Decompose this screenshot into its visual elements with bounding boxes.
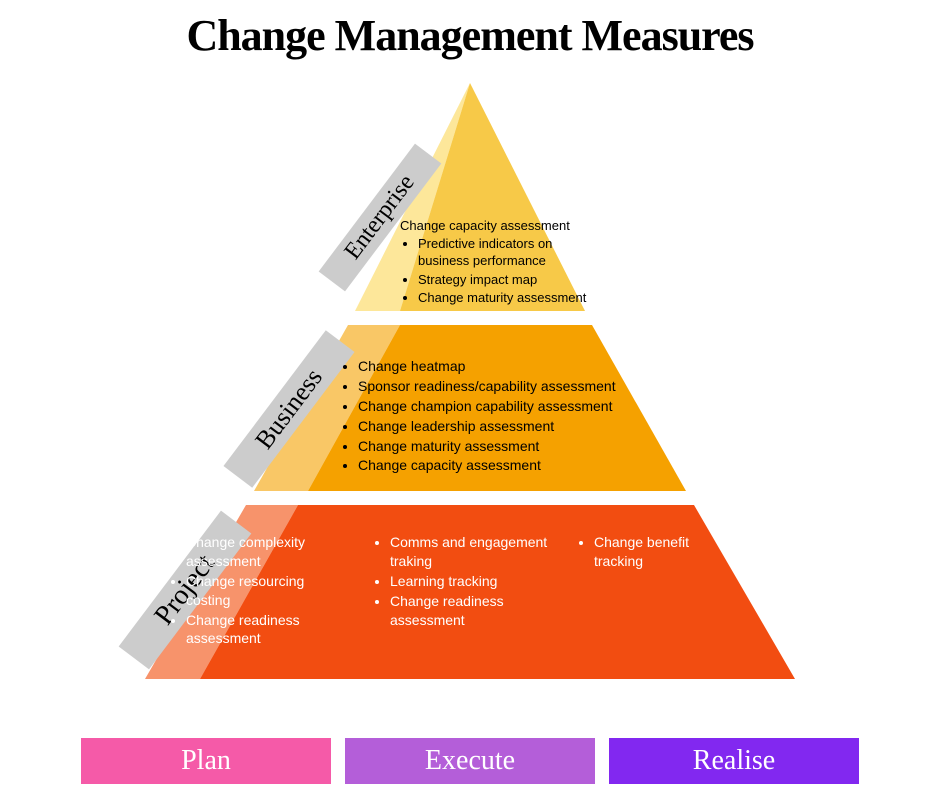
phase-plan: Plan	[81, 738, 331, 784]
project-col-1: Change complexity assessment Change reso…	[168, 533, 348, 649]
business-list: Change heatmap Sponsor readiness/capabil…	[340, 357, 680, 475]
tier-enterprise-content: Change capacity assessment Predictive in…	[400, 217, 590, 308]
list-item: Change heatmap	[358, 357, 680, 376]
list-item: Change maturity assessment	[418, 289, 590, 307]
project-col-2: Comms and engagement traking Learning tr…	[372, 533, 552, 649]
enterprise-lead: Change capacity assessment	[400, 217, 590, 235]
list-item: Sponsor readiness/capability assessment	[358, 377, 680, 396]
list-item: Change maturity assessment	[358, 437, 680, 456]
list-item: Change benefit tracking	[594, 533, 726, 571]
list-item: Change capacity assessment	[358, 456, 680, 475]
list-item: Change complexity assessment	[186, 533, 348, 571]
page-title: Change Management Measures	[0, 10, 940, 61]
list-item: Change resourcing costing	[186, 572, 348, 610]
list-item: Change champion capability assessment	[358, 397, 680, 416]
enterprise-list: Predictive indicators on business perfor…	[400, 235, 590, 307]
list-item: Change readiness assessment	[390, 592, 552, 630]
list-item: Learning tracking	[390, 572, 552, 591]
list-item: Predictive indicators on business perfor…	[418, 235, 590, 270]
list-item: Comms and engagement traking	[390, 533, 552, 571]
list-item: Strategy impact map	[418, 271, 590, 289]
phase-row: Plan Execute Realise	[0, 738, 940, 784]
list-item: Change readiness assessment	[186, 611, 348, 649]
project-col-3: Change benefit tracking	[576, 533, 726, 649]
tier-business-content: Change heatmap Sponsor readiness/capabil…	[340, 357, 680, 476]
phase-realise: Realise	[609, 738, 859, 784]
pyramid-diagram: Enterprise Business Project Change capac…	[0, 61, 940, 701]
phase-execute: Execute	[345, 738, 595, 784]
list-item: Change leadership assessment	[358, 417, 680, 436]
tier-project-content: Change complexity assessment Change reso…	[168, 533, 868, 649]
